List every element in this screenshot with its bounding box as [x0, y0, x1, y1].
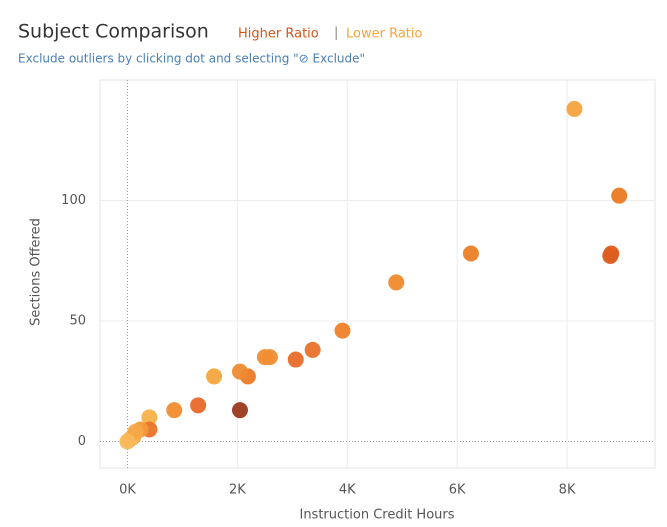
x-tick-label: 4K — [339, 483, 356, 498]
legend-separator: | — [334, 26, 338, 41]
data-point[interactable] — [206, 368, 223, 385]
data-point[interactable] — [462, 245, 479, 262]
data-point[interactable] — [231, 402, 248, 419]
data-point[interactable] — [256, 349, 273, 366]
data-point[interactable] — [602, 247, 619, 264]
data-point[interactable] — [190, 397, 207, 414]
legend-entry: Higher Ratio — [238, 27, 319, 42]
x-tick-label: 8K — [559, 483, 576, 498]
data-point[interactable] — [119, 433, 136, 450]
data-point[interactable] — [141, 409, 158, 426]
y-tick-label: 100 — [61, 193, 86, 208]
data-point[interactable] — [388, 274, 405, 291]
x-axis-label: Instruction Credit Hours — [299, 508, 454, 523]
y-tick-label: 50 — [69, 313, 86, 328]
data-point[interactable] — [287, 351, 304, 368]
x-tick-label: 0K — [119, 483, 136, 498]
x-tick-label: 6K — [449, 483, 466, 498]
x-tick-label: 2K — [229, 483, 246, 498]
data-point[interactable] — [334, 322, 351, 339]
data-point[interactable] — [304, 341, 321, 358]
data-point[interactable] — [166, 402, 183, 419]
legend-entry: Lower Ratio — [346, 27, 422, 42]
y-tick-label: 0 — [78, 434, 86, 449]
plot-area — [99, 79, 656, 469]
chart-title: Subject Comparison — [18, 21, 209, 43]
data-point[interactable] — [231, 363, 248, 380]
subtitle: Exclude outliers by clicking dot and sel… — [18, 52, 365, 66]
data-point[interactable] — [611, 187, 628, 204]
y-axis-label: Sections Offered — [29, 218, 44, 326]
data-point[interactable] — [566, 100, 583, 117]
